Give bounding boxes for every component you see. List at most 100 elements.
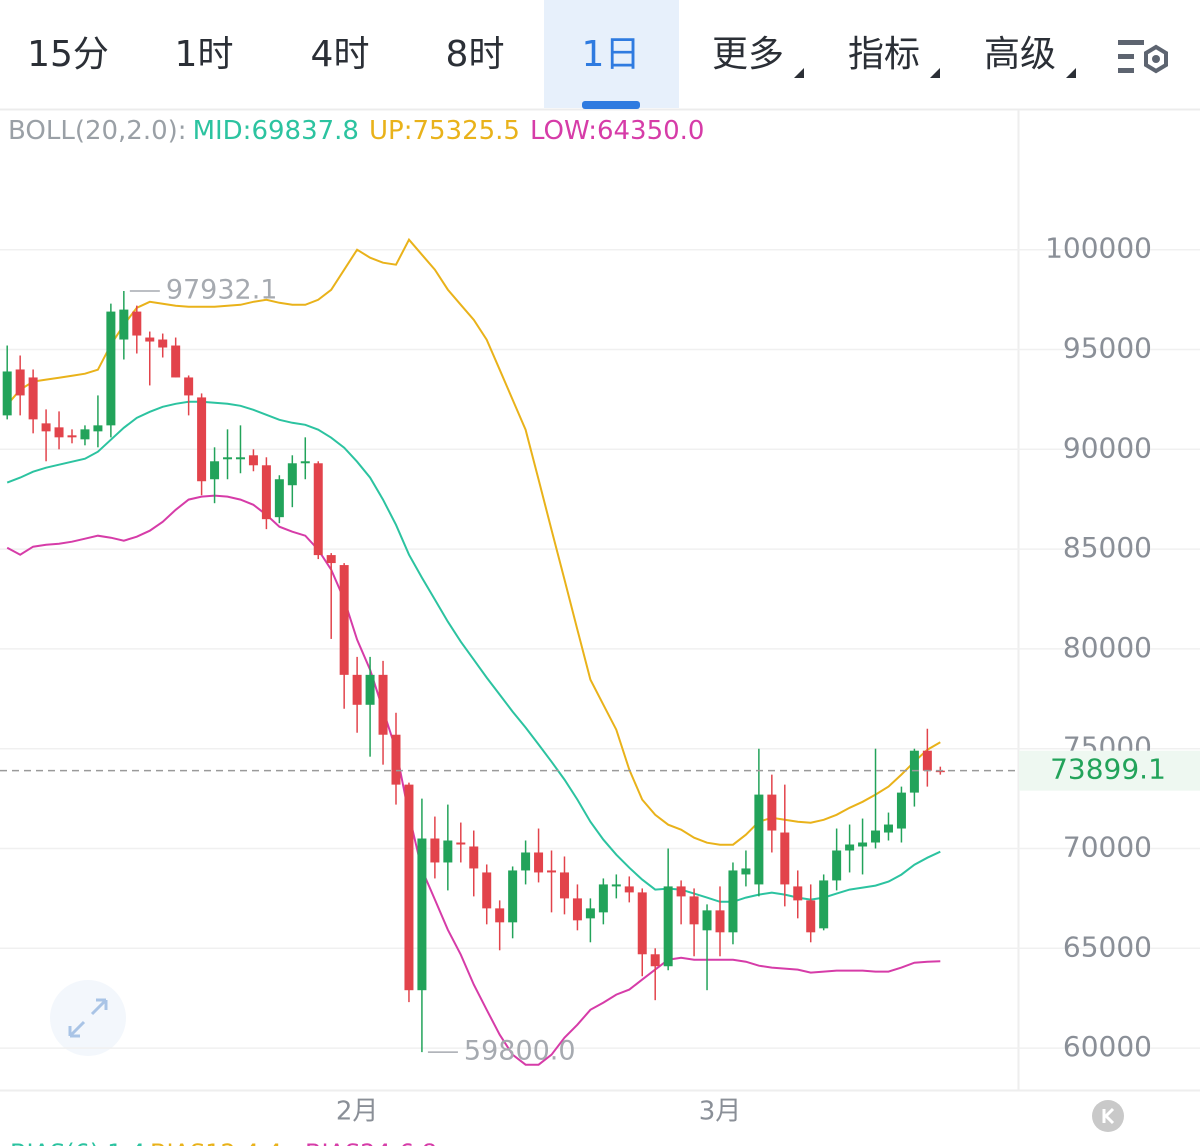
candle-body [521,852,531,871]
bias-text: BIAS12:4.4 [150,1139,282,1146]
y-tick-label: 65000 [1063,930,1152,963]
candle-body [391,734,401,785]
extreme-marker-label: 59800.0 [464,1036,576,1067]
tab-label[interactable]: 指标 [848,34,920,75]
candle-body [67,435,77,438]
tab-label[interactable]: 4时 [311,34,370,75]
last-price-label: 73899.1 [1050,753,1166,786]
expand-arrows [68,998,108,1038]
candle-body [650,954,660,967]
candle-body [883,824,893,833]
candle-body [780,832,790,885]
candle-body [611,884,621,887]
candle-body [352,674,362,705]
candle-body [534,852,544,873]
candle-body [443,840,453,863]
candle-body [858,842,868,847]
tab-label[interactable]: 8时 [446,34,505,75]
candle-body [235,457,245,460]
indicator-text: UP: [369,116,412,146]
candle-body [585,908,595,919]
candle-body [871,830,881,843]
candle-body [676,886,686,897]
settings-icon[interactable] [1118,40,1168,74]
indicator-text: MID: [193,116,252,146]
candle-body [572,898,582,921]
indicator-text: 69837.8 [251,116,359,146]
candle-body [728,870,738,933]
icon-bar [1118,54,1134,59]
y-tick-label: 90000 [1063,431,1152,464]
candle-body [145,337,155,342]
candle-body [2,371,12,416]
candle-body [430,838,440,863]
candle-body [248,455,258,466]
candle-body [819,880,829,929]
k-icon [1102,1107,1115,1125]
dropdown-triangle [1066,68,1076,78]
candle-body [896,792,906,829]
tab-label[interactable]: 15分 [27,34,109,75]
candle-body [261,465,271,520]
expand-button[interactable] [50,980,126,1056]
candle-body [922,750,932,771]
candle-body [417,838,427,991]
candle-body [702,910,712,931]
y-tick-label: 85000 [1063,531,1152,564]
last-price-tag [1019,750,1200,791]
candle-body [559,872,569,899]
candle-body [482,872,492,909]
candle-body [132,311,142,336]
indicator-line [6,494,941,1066]
candle-body [767,794,777,831]
candle-body [404,784,414,991]
candle-body [793,886,803,901]
y-tick-label: 100000 [1045,232,1152,265]
bias-text: BIAS(6):1.4 [10,1139,145,1146]
expand-bg [50,980,126,1056]
candle-body [689,896,699,925]
candle-body [223,457,233,460]
candle-body [158,339,168,348]
candle-body [287,463,297,486]
tab-label[interactable]: 高级 [984,34,1056,75]
active-tab-bg [544,0,679,108]
candle-body [624,886,634,893]
candle-body [300,461,310,464]
candle-body [598,884,608,913]
tab-label[interactable]: 1日 [582,34,641,75]
candle-body [378,674,388,735]
candle-body [495,908,505,923]
candle-body [80,429,90,440]
icon-bar [1118,68,1134,73]
indicator-text: BOLL(20,2.0): [8,116,187,146]
k-button[interactable] [1092,1100,1124,1132]
candle-body [806,900,816,933]
tab-label[interactable]: 1时 [175,34,234,75]
candle-body [715,910,725,933]
active-tab-indicator [582,101,640,109]
candle-body [909,750,919,793]
candle-body [326,555,336,564]
candle-body [508,870,518,923]
y-tick-label: 95000 [1063,332,1152,365]
candle-body [197,397,207,482]
candle-body [663,886,673,967]
y-tick-label: 70000 [1063,830,1152,863]
candle-body [28,377,38,420]
extreme-marker-label: 97932.1 [166,274,278,305]
candle-body [106,311,116,426]
candle-body [184,377,194,396]
candle-body [274,479,284,518]
candle-body [93,425,103,432]
candle-body [637,892,647,955]
candle-body [339,565,349,675]
candle-body [210,461,220,480]
icon-bar [1118,40,1144,45]
indicator-header: BOLL(20,2.0): MID:69837.8 UP:75325.5 LOW:64… [8,116,704,146]
indicator-text: 75325.5 [412,116,520,146]
tab-label[interactable]: 更多 [712,34,784,75]
candle-body [41,423,51,432]
